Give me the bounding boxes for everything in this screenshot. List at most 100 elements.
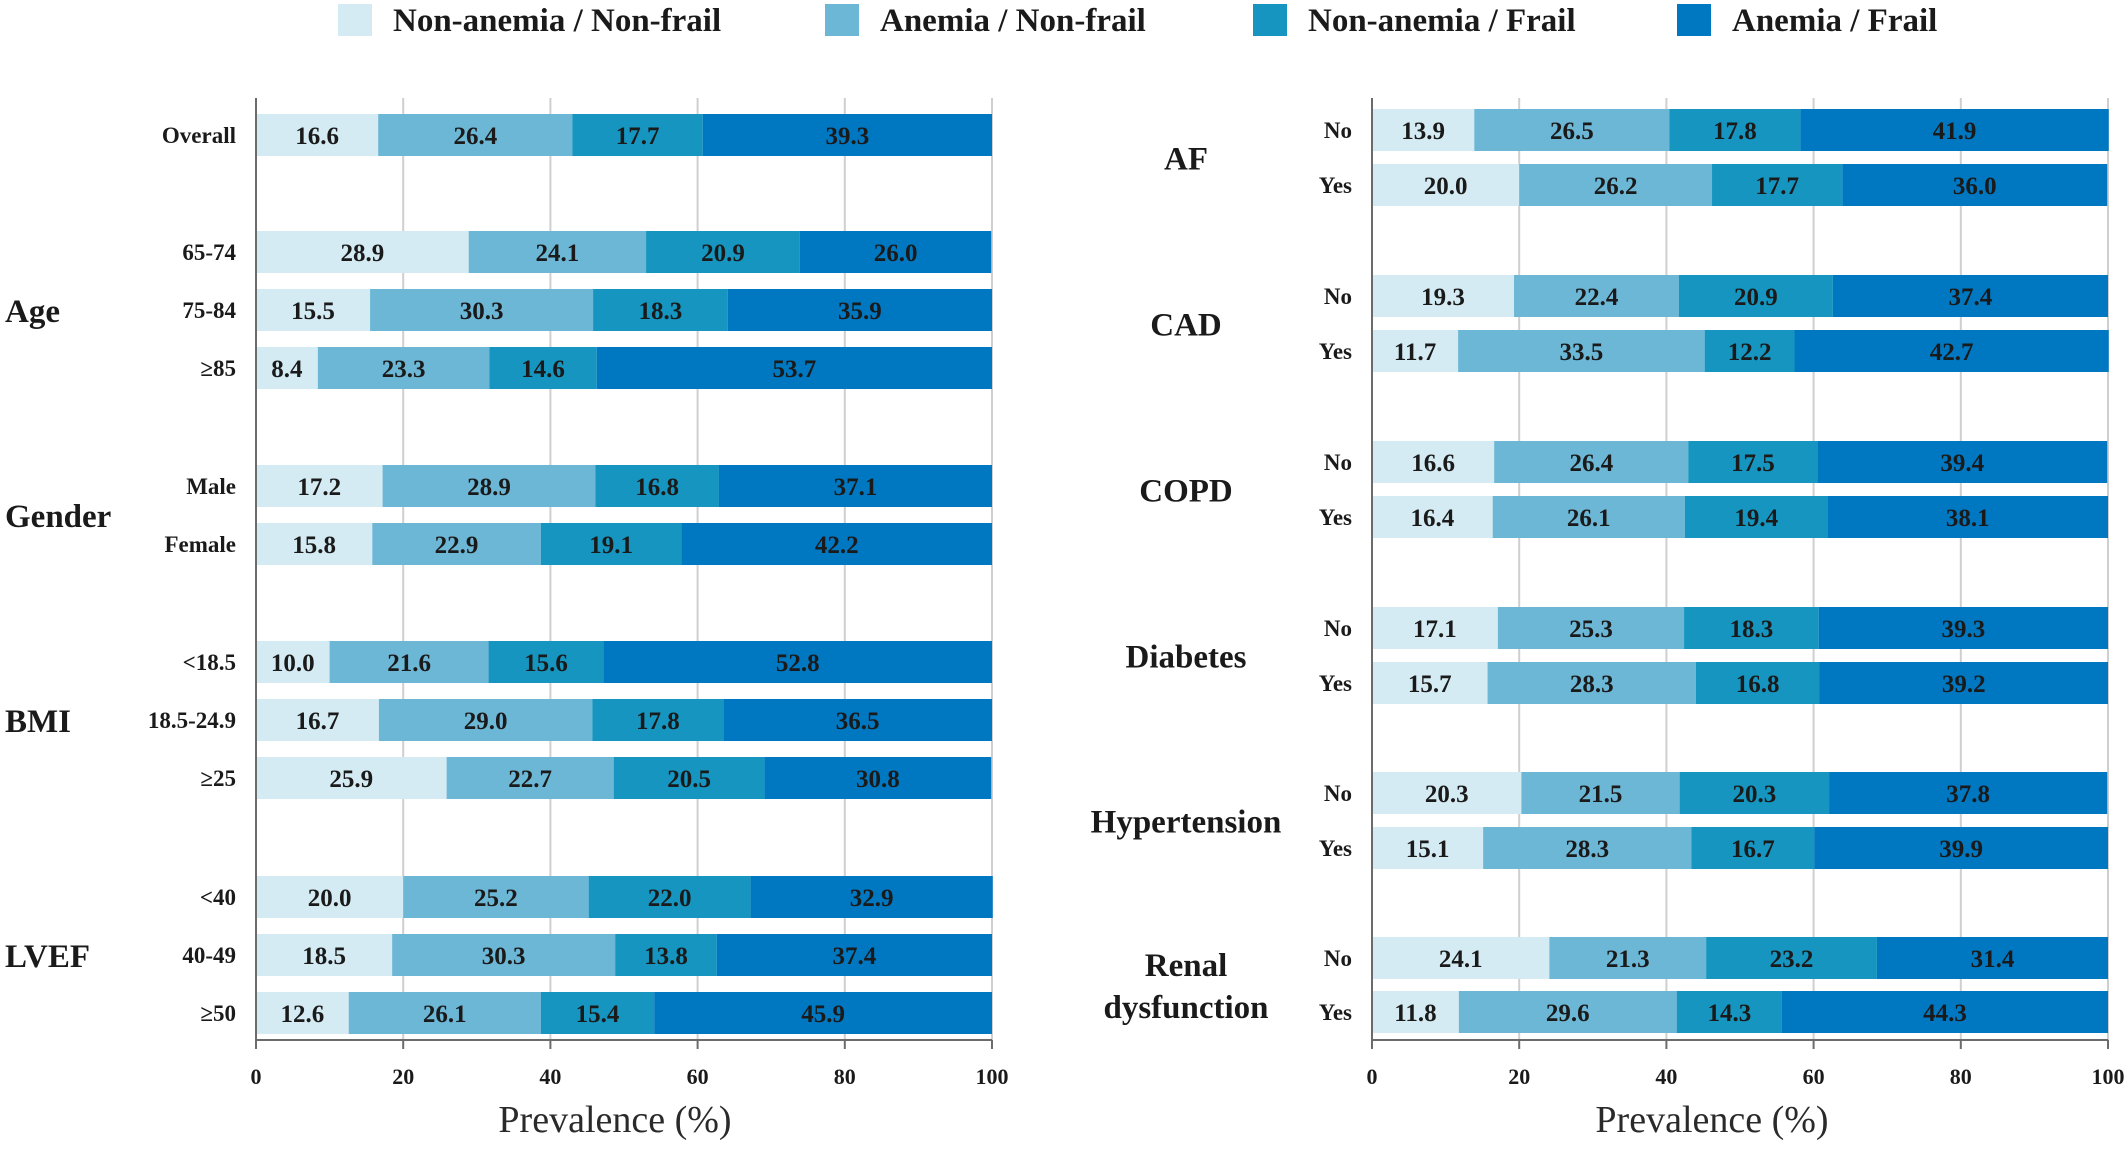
data-label: 30.3 <box>482 943 526 970</box>
x-tick-label: 40 <box>539 1064 561 1089</box>
data-label: 21.5 <box>1579 781 1623 808</box>
data-label: 17.5 <box>1731 450 1775 477</box>
row-label: ≥85 <box>200 356 236 381</box>
bar-segment <box>1458 330 1705 372</box>
bar-segment <box>382 465 596 507</box>
data-label: 23.3 <box>382 356 426 383</box>
data-label: 36.5 <box>836 708 880 735</box>
bar-segment <box>378 699 593 741</box>
data-label: 26.0 <box>874 240 918 267</box>
bar-segment <box>372 523 541 565</box>
data-label: 22.7 <box>508 766 552 793</box>
bar-segment <box>1712 164 1843 206</box>
data-label: 17.2 <box>297 474 341 501</box>
data-label: 42.2 <box>815 532 859 559</box>
x-axis-label: Prevalence (%) <box>1595 1099 1828 1141</box>
data-label: 18.3 <box>639 298 683 325</box>
data-label: 29.6 <box>1546 1000 1590 1027</box>
bar-segment <box>489 347 597 389</box>
data-label: 16.4 <box>1410 505 1454 532</box>
bar-segment <box>1676 991 1782 1033</box>
row-label: Yes <box>1319 173 1352 198</box>
bar-segment <box>1372 441 1495 483</box>
bar-segment <box>1519 164 1713 206</box>
bar-segment <box>1695 662 1820 704</box>
row-label: Yes <box>1319 671 1352 696</box>
data-label: 25.9 <box>329 766 373 793</box>
bar-segment <box>256 757 447 799</box>
data-label: 24.1 <box>1439 946 1483 973</box>
data-label: 33.5 <box>1560 339 1604 366</box>
data-label: 26.1 <box>423 1001 467 1028</box>
x-tick-label: 0 <box>1367 1064 1378 1089</box>
data-label: 19.1 <box>589 532 633 559</box>
bar-segment <box>1827 496 2108 538</box>
bar-segment <box>595 465 719 507</box>
data-label: 20.0 <box>1424 173 1468 200</box>
row-label: 40-49 <box>182 943 236 968</box>
bar-segment <box>1818 607 2108 649</box>
row-label: 75-84 <box>182 298 236 323</box>
group-label: LVEF <box>5 939 90 975</box>
bar-segment <box>1372 991 1459 1033</box>
bar-segment <box>1678 275 1833 317</box>
bar-segment <box>1800 109 2109 151</box>
bar-segment <box>1684 607 1819 649</box>
group-label: BMI <box>5 704 71 740</box>
group-label: Diabetes <box>1126 640 1247 676</box>
legend-label: Anemia / Non-frail <box>880 3 1146 39</box>
group-label: COPD <box>1139 474 1233 510</box>
bar-segment <box>370 289 594 331</box>
data-label: 10.0 <box>271 650 315 677</box>
data-label: 39.4 <box>1940 450 1984 477</box>
bar-segment <box>1781 991 2108 1033</box>
data-label: 21.6 <box>387 650 431 677</box>
bar-segment <box>488 641 604 683</box>
data-label: 19.4 <box>1734 505 1778 532</box>
bar-segment <box>1372 937 1550 979</box>
bar-segment <box>1372 772 1522 814</box>
data-label: 36.0 <box>1953 173 1997 200</box>
legend-label: Non-anemia / Frail <box>1308 3 1576 39</box>
row-label: No <box>1324 616 1352 641</box>
bar-segment <box>613 757 765 799</box>
bar-segment <box>392 934 616 976</box>
data-label: 17.8 <box>1713 118 1757 145</box>
data-label: 20.9 <box>1734 284 1778 311</box>
data-label: 17.7 <box>616 123 660 150</box>
data-label: 16.6 <box>1411 450 1455 477</box>
bar-segment <box>1679 772 1830 814</box>
data-label: 37.4 <box>832 943 876 970</box>
x-tick-label: 20 <box>1508 1064 1530 1089</box>
bar-segment <box>1794 330 2109 372</box>
bar-segment <box>1458 991 1677 1033</box>
data-label: 15.6 <box>524 650 568 677</box>
data-label: 20.0 <box>308 885 352 912</box>
data-label: 18.5 <box>302 943 346 970</box>
data-label: 15.1 <box>1406 836 1450 863</box>
data-label: 17.1 <box>1413 616 1457 643</box>
data-label: 20.5 <box>667 766 711 793</box>
bar-segment <box>1819 662 2108 704</box>
bar-segment <box>348 992 541 1034</box>
x-tick-label: 60 <box>687 1064 709 1089</box>
bar-segment <box>1497 607 1685 649</box>
bar-segment <box>1494 441 1689 483</box>
data-label: 39.2 <box>1942 671 1986 698</box>
bar-segment <box>468 231 647 273</box>
data-label: 35.9 <box>838 298 882 325</box>
data-label: 26.5 <box>1550 118 1594 145</box>
bar-segment <box>256 347 318 389</box>
bar-segment <box>1829 772 2108 814</box>
bar-segment <box>1514 275 1679 317</box>
row-label: No <box>1324 118 1352 143</box>
bar-segment <box>588 876 751 918</box>
bar-segment <box>654 992 992 1034</box>
data-label: 16.7 <box>1731 836 1775 863</box>
bar-segment <box>256 231 469 273</box>
x-tick-label: 0 <box>251 1064 262 1089</box>
data-label: 37.8 <box>1946 781 1990 808</box>
bar-segment <box>540 992 655 1034</box>
row-label: 18.5-24.9 <box>148 708 236 733</box>
data-label: 31.4 <box>1971 946 2015 973</box>
